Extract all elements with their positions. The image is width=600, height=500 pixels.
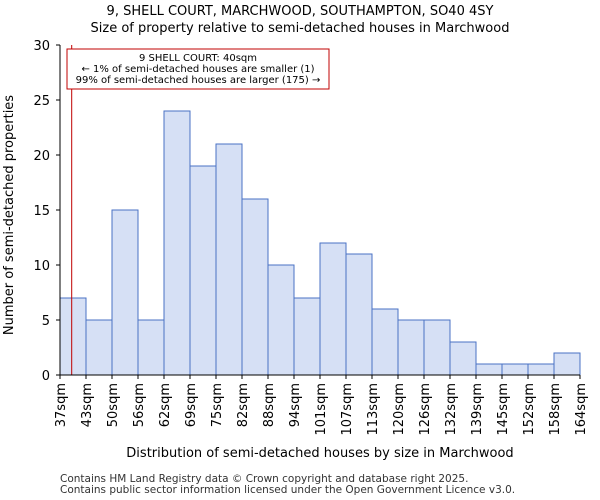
x-tick-label: 158sqm <box>548 383 563 436</box>
y-axis-label: Number of semi-detached properties <box>2 95 17 335</box>
x-tick-label: 37sqm <box>54 383 69 427</box>
y-tick-label: 25 <box>33 94 50 109</box>
x-tick-label: 94sqm <box>288 383 303 427</box>
bar-145sqm <box>501 363 529 376</box>
x-tick-label: 145sqm <box>496 383 511 436</box>
y-tick-label: 20 <box>33 149 50 164</box>
bar-62sqm <box>163 110 191 376</box>
x-tick-label: 107sqm <box>340 383 355 436</box>
bar-56sqm <box>137 319 165 376</box>
chart-title-line1: 9, SHELL COURT, MARCHWOOD, SOUTHAMPTON, … <box>106 4 494 19</box>
x-tick-label: 164sqm <box>574 383 589 436</box>
footer-licence: Contains public sector information licen… <box>60 484 516 496</box>
bar-132sqm <box>449 341 477 376</box>
y-tick-label: 5 <box>42 314 50 329</box>
x-tick-label: 152sqm <box>522 383 537 436</box>
x-tick-label: 88sqm <box>262 383 277 427</box>
y-tick-label: 0 <box>42 369 50 384</box>
x-tick-label: 62sqm <box>158 383 173 427</box>
bar-37sqm <box>59 297 87 376</box>
x-tick-label: 50sqm <box>106 383 121 427</box>
bar-50sqm <box>111 209 139 376</box>
bar-69sqm <box>189 165 217 376</box>
bar-113sqm <box>371 308 399 376</box>
annotation-line-2: ← 1% of semi-detached houses are smaller… <box>81 64 314 75</box>
axes-group: 0 5 10 15 20 25 30 37sqm 43sqm 50sqm 56sqm 62sqm 69s… <box>33 39 589 436</box>
bar-43sqm <box>85 319 113 376</box>
bars-group <box>59 110 581 376</box>
x-axis-label: Distribution of semi-detached houses by … <box>126 446 513 461</box>
chart-title-line2: Size of property relative to semi-detach… <box>90 21 510 36</box>
bar-126sqm <box>423 319 451 376</box>
bar-101sqm <box>319 242 347 376</box>
bar-152sqm <box>527 363 555 376</box>
x-tick-label: 113sqm <box>366 383 381 436</box>
bar-75sqm <box>215 143 243 376</box>
x-tick-label: 126sqm <box>418 383 433 436</box>
annotation-line-3: 99% of semi-detached houses are larger (… <box>76 75 321 86</box>
x-tick-label: 69sqm <box>184 383 199 427</box>
annotation-line-1: 9 SHELL COURT: 40sqm <box>139 53 257 64</box>
x-tick-label: 43sqm <box>80 383 95 427</box>
bar-107sqm <box>345 253 373 376</box>
x-tick-label: 139sqm <box>470 383 485 436</box>
footer-copyright: Contains HM Land Registry data © Crown c… <box>60 473 469 485</box>
x-tick-label: 120sqm <box>392 383 407 436</box>
x-tick-label: 75sqm <box>210 383 225 427</box>
x-tick-label: 101sqm <box>314 383 329 436</box>
bar-94sqm <box>293 297 321 376</box>
annotation-box: 9 SHELL COURT: 40sqm ← 1% of semi-detach… <box>66 48 330 90</box>
y-tick-label: 10 <box>33 259 50 274</box>
bar-120sqm <box>397 319 425 376</box>
x-tick-label: 132sqm <box>444 383 459 436</box>
x-tick-label: 82sqm <box>236 383 251 427</box>
x-tick-label: 56sqm <box>132 383 147 427</box>
bar-158sqm <box>553 352 581 376</box>
y-tick-label: 15 <box>33 204 50 219</box>
bar-139sqm <box>475 363 503 376</box>
bar-88sqm <box>267 264 295 376</box>
y-tick-label: 30 <box>33 39 50 54</box>
bar-82sqm <box>241 198 269 376</box>
